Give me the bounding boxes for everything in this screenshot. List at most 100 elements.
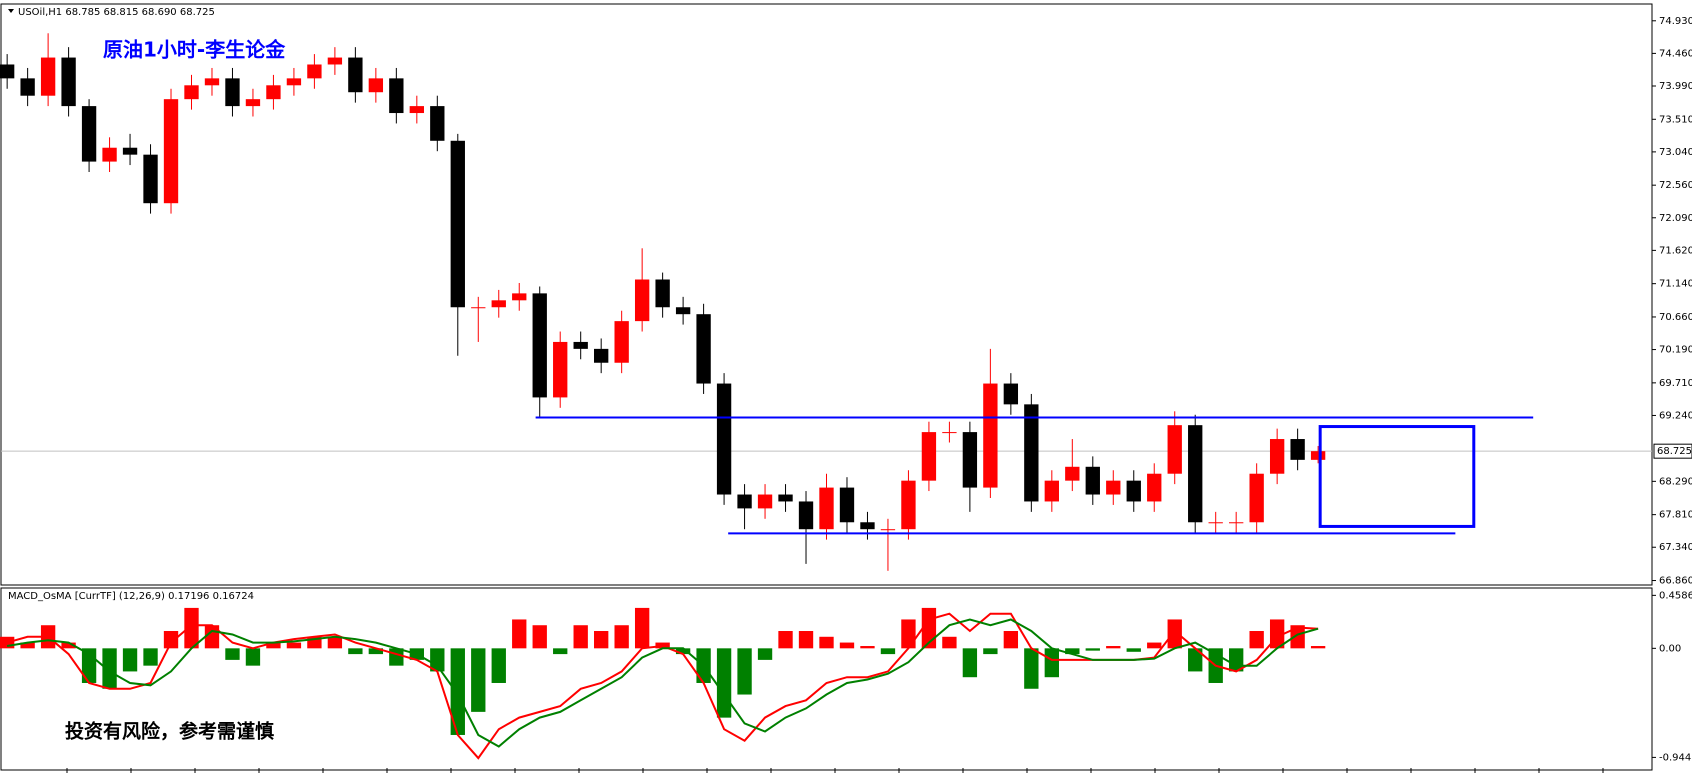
candle-body [225,78,240,107]
y-tick-label: 69.710 [1659,378,1692,389]
candle-body [819,487,834,530]
candle-body [675,307,691,315]
histogram-bar [819,636,834,649]
candle-body [1167,425,1182,474]
histogram-bar [1085,648,1100,651]
candle-body [143,154,158,204]
histogram-bar [860,646,875,649]
histogram-bar [778,631,793,649]
candle-body [81,106,97,162]
histogram-bar [1310,646,1326,649]
candle-body [614,321,629,363]
candle-body [757,494,773,509]
chart-title: 原油1小时-李生论金 [103,38,286,62]
y-tick-label: 74.930 [1659,16,1692,27]
candle-body [1208,522,1223,524]
histogram-bar [880,648,896,655]
histogram-bar [20,642,35,649]
candle-body [1065,466,1080,481]
histogram-bar [450,648,465,735]
candle-body [942,432,957,434]
histogram-bar [983,648,998,655]
histogram-bar [737,648,752,695]
candle-body [737,494,752,509]
histogram-bar [798,631,814,649]
candle-body [1106,480,1121,495]
candle-body [1310,451,1326,460]
candle-body [1269,439,1285,474]
candle-body [860,522,875,530]
macd-line [6,618,1319,748]
candle-body [204,78,220,86]
candle-body [491,300,506,308]
histogram-bar [532,625,547,649]
candle-body [471,307,486,309]
histogram-bar [1003,631,1019,649]
histogram-bar [901,619,916,649]
y-tick-label: 71.140 [1659,279,1692,290]
y-tick-label: 72.090 [1659,213,1692,224]
histogram-bar [1290,625,1305,649]
candle-body [573,341,588,349]
candle-body [40,57,56,96]
y-tick-label: 73.040 [1659,147,1692,158]
candle-body [348,57,363,93]
histogram-bar [553,648,568,655]
y-tick-label: 74.460 [1659,48,1692,59]
price-header: USOil,H1 68.785 68.815 68.690 68.725 [18,7,215,18]
histogram-bar [716,648,732,718]
last-price-box [1653,443,1692,459]
candle-body [512,293,527,301]
y-tick-label: 67.810 [1659,510,1692,521]
candle-body [389,78,404,114]
histogram-bar [348,648,363,655]
y-tick-label: 69.240 [1659,410,1692,421]
last-price-label: 68.725 [1657,446,1692,457]
y-tick-label: 73.510 [1659,114,1692,125]
histogram-bar [307,636,322,649]
histogram-bar [225,648,240,660]
histogram-bar [1147,642,1162,649]
candle-body [1044,480,1059,502]
histogram-bar [245,648,261,666]
candle-body [1085,466,1100,495]
y-tick-label: 71.620 [1659,245,1692,256]
candle-body [798,501,814,530]
histogram-bar [471,648,486,712]
histogram-bar [1106,646,1121,649]
histogram-bar [942,636,957,649]
candle-body [163,99,179,204]
histogram-bar [839,642,855,649]
candle-body [1024,404,1039,502]
candle-body [1290,439,1305,460]
histogram-bar [1044,648,1059,678]
candle-body [327,57,343,65]
candle-body [102,147,117,162]
y-tick-label: 73.990 [1659,81,1692,92]
candle-body [368,78,384,93]
histogram-bar [573,625,588,649]
macd-panel-frame [0,587,1653,771]
histogram-bar [389,648,404,666]
histogram-bar [634,607,650,649]
histogram-bar [491,648,506,683]
candle-body [880,529,896,531]
y-tick-label: 66.860 [1659,576,1692,587]
candle-body [655,279,670,308]
histogram-bar [512,619,527,649]
y-tick-label: 70.190 [1659,345,1692,356]
histogram-bar [962,648,978,678]
histogram-bar [122,648,138,672]
histogram-bar [675,648,691,655]
histogram-bar [1024,648,1039,689]
candle-body [921,432,937,481]
histogram-bar [327,636,343,649]
candle-body [1229,522,1244,524]
candle-body [553,341,568,398]
histogram-bar [266,642,281,649]
candle-body [1249,473,1264,523]
histogram-bar [143,648,158,666]
histogram-bar [1126,648,1141,652]
histogram-bar [286,642,302,649]
